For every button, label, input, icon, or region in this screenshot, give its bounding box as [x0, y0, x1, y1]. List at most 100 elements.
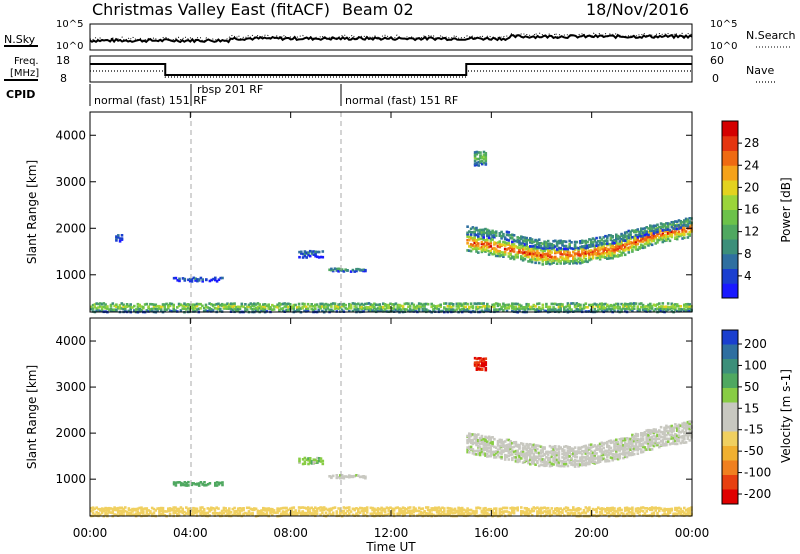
- heatmap-cell: [507, 247, 511, 250]
- heatmap-cell: [579, 303, 582, 307]
- heatmap-cell: [681, 221, 684, 224]
- heatmap-cell: [686, 432, 690, 435]
- heatmap-cell: [221, 481, 224, 484]
- heatmap-cell: [611, 452, 614, 456]
- heatmap-cell: [448, 307, 451, 311]
- heatmap-cell: [548, 305, 552, 309]
- heatmap-cell: [568, 508, 571, 512]
- heatmap-cell: [306, 506, 310, 509]
- heatmap-cell: [174, 484, 178, 487]
- heatmap-cell: [622, 251, 625, 254]
- heatmap-cell: [609, 439, 613, 442]
- heatmap-cell: [613, 254, 616, 257]
- heatmap-cell: [661, 509, 665, 512]
- heatmap-cell: [643, 233, 647, 237]
- power-colorbar-tick-label: 4: [744, 269, 752, 283]
- heatmap-cell: [661, 436, 665, 439]
- heatmap-cell: [331, 511, 335, 515]
- heatmap-cell: [534, 451, 537, 454]
- heatmap-cell: [419, 513, 423, 516]
- heatmap-cell: [278, 509, 281, 513]
- heatmap-cell: [339, 306, 342, 309]
- heatmap-cell: [319, 460, 323, 463]
- heatmap-cell: [426, 302, 430, 306]
- heatmap-cell: [606, 239, 609, 243]
- heatmap-cell: [292, 511, 296, 514]
- heatmap-cell: [475, 250, 478, 253]
- heatmap-cell: [516, 458, 519, 462]
- heatmap-cell: [324, 309, 328, 313]
- heatmap-cell: [509, 453, 512, 457]
- heatmap-cell: [380, 509, 383, 512]
- heatmap-cell: [217, 278, 221, 281]
- heatmap-cell: [417, 305, 421, 308]
- heatmap-cell: [500, 307, 503, 311]
- heatmap-cell: [668, 442, 672, 446]
- heatmap-cell: [314, 460, 317, 464]
- heatmap-cell: [611, 251, 614, 255]
- heatmap-cell: [371, 508, 374, 512]
- heatmap-cell: [611, 508, 614, 512]
- heatmap-cell: [131, 513, 134, 516]
- heatmap-cell: [546, 450, 550, 454]
- heatmap-cell: [147, 513, 150, 516]
- heatmap-cell: [292, 513, 296, 517]
- heatmap-cell: [684, 305, 688, 309]
- heatmap-cell: [525, 247, 528, 251]
- heatmap-cell: [589, 253, 593, 256]
- heatmap-cell: [663, 305, 666, 309]
- heatmap-cell: [335, 269, 339, 272]
- heatmap-cell: [360, 269, 364, 272]
- heatmap-cell: [500, 513, 503, 517]
- heatmap-cell: [636, 228, 640, 231]
- heatmap-cell: [271, 510, 274, 514]
- heatmap-cell: [244, 307, 247, 310]
- heatmap-cell: [240, 304, 244, 308]
- heatmap-cell: [129, 514, 132, 517]
- heatmap-cell: [202, 511, 206, 515]
- heatmap-cell: [618, 245, 622, 248]
- heatmap-cell: [536, 245, 539, 249]
- heatmap-cell: [484, 441, 487, 445]
- heatmap-cell: [600, 241, 604, 245]
- heatmap-cell: [292, 303, 296, 307]
- heatmap-cell: [616, 448, 620, 452]
- heatmap-cell: [493, 437, 496, 441]
- heatmap-cell: [122, 305, 125, 309]
- heatmap-cell: [484, 452, 487, 456]
- heatmap-cell: [376, 307, 380, 310]
- heatmap-cell: [568, 461, 571, 465]
- heatmap-cell: [620, 245, 623, 248]
- heatmap-cell: [136, 305, 140, 309]
- heatmap-cell: [349, 303, 353, 307]
- heatmap-cell: [471, 305, 475, 308]
- heatmap-cell: [494, 302, 498, 305]
- heatmap-cell: [555, 259, 559, 262]
- heatmap-cell: [518, 460, 521, 463]
- heatmap-cell: [503, 237, 507, 241]
- heatmap-cell: [419, 305, 423, 309]
- heatmap-cell: [677, 434, 681, 437]
- heatmap-cell: [380, 307, 383, 311]
- heatmap-cell: [249, 512, 253, 515]
- heatmap-cell: [550, 251, 554, 254]
- heatmap-cell: [477, 305, 480, 309]
- heatmap-cell: [670, 235, 674, 239]
- heatmap-cell: [684, 422, 688, 425]
- heatmap-cell: [530, 305, 534, 309]
- heatmap-cell: [197, 482, 201, 485]
- heatmap-cell: [550, 260, 554, 263]
- heatmap-cell: [548, 460, 552, 463]
- heatmap-cell: [545, 252, 548, 256]
- heatmap-cell: [190, 512, 193, 515]
- heatmap-cell: [656, 238, 659, 242]
- heatmap-cell: [136, 510, 140, 513]
- heatmap-cell: [564, 451, 568, 455]
- heatmap-cell: [668, 437, 672, 441]
- heatmap-cell: [222, 305, 226, 309]
- heatmap-cell: [292, 308, 296, 311]
- heatmap-cell: [609, 309, 613, 313]
- heatmap-cell: [521, 454, 525, 458]
